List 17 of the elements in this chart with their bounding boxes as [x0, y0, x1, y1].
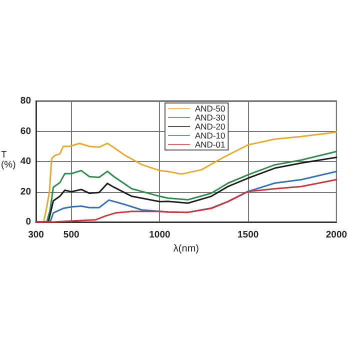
x-tick-label: 300: [28, 230, 44, 240]
legend-label: AND-01: [195, 140, 226, 150]
legend-label: AND-30: [195, 112, 226, 122]
x-tick-label: 500: [63, 230, 80, 240]
y-tick-label: 40: [20, 156, 31, 167]
y-tick-label: 80: [20, 96, 31, 106]
y-tick-label: 0: [26, 216, 31, 228]
y-axis-title: T (%): [1, 150, 16, 170]
legend-label: AND-20: [195, 122, 226, 132]
legend-label: AND-10: [195, 130, 226, 140]
x-axis-title: λ(nm): [173, 244, 199, 254]
legend-label: AND-50: [195, 104, 226, 114]
x-tick-label: 2000: [326, 230, 348, 240]
x-tick-label: 1500: [238, 230, 259, 240]
y-tick-label: 20: [20, 186, 31, 198]
x-tick-label: 1000: [149, 230, 170, 240]
y-tick-label: 60: [20, 126, 31, 137]
